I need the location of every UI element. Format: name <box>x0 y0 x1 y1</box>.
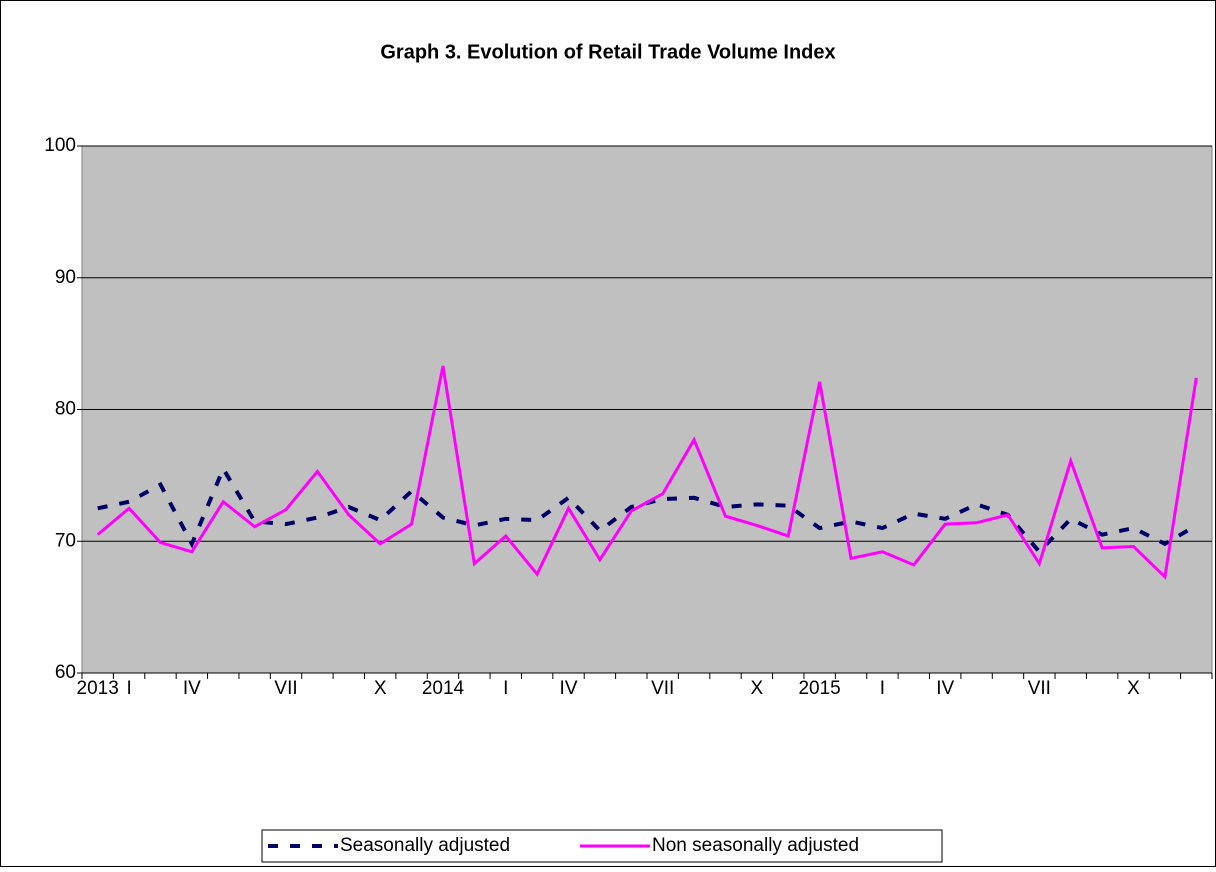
x-tick-label: 2015 <box>798 678 840 699</box>
y-tick-label: 70 <box>55 530 76 551</box>
x-tick-label: IV <box>936 678 954 699</box>
x-tick-label: 2013 <box>77 678 119 699</box>
x-tick-label: X <box>374 678 387 699</box>
y-tick-label: 60 <box>55 662 76 683</box>
x-tick-label: VII <box>1028 678 1051 699</box>
x-tick-label: 2014 <box>422 678 465 699</box>
x-tick-label: I <box>503 678 508 699</box>
x-tick-label: VII <box>651 678 674 699</box>
legend-label: Non seasonally adjusted <box>652 835 859 856</box>
y-tick-label: 80 <box>55 399 76 420</box>
x-tick-label: X <box>751 678 764 699</box>
x-tick-label: VII <box>274 678 297 699</box>
x-tick-label: IV <box>183 678 201 699</box>
x-tick-label: X <box>1127 678 1140 699</box>
y-tick-label: 90 <box>55 267 76 288</box>
chart-title: Graph 3. Evolution of Retail Trade Volum… <box>380 41 835 63</box>
series-line <box>96 365 1198 580</box>
x-tick-label: IV <box>560 678 578 699</box>
legend-label: Seasonally adjusted <box>340 835 510 856</box>
x-tick-label: I <box>880 678 885 699</box>
y-tick-label: 100 <box>44 135 76 156</box>
x-tick-label: I <box>126 678 131 699</box>
